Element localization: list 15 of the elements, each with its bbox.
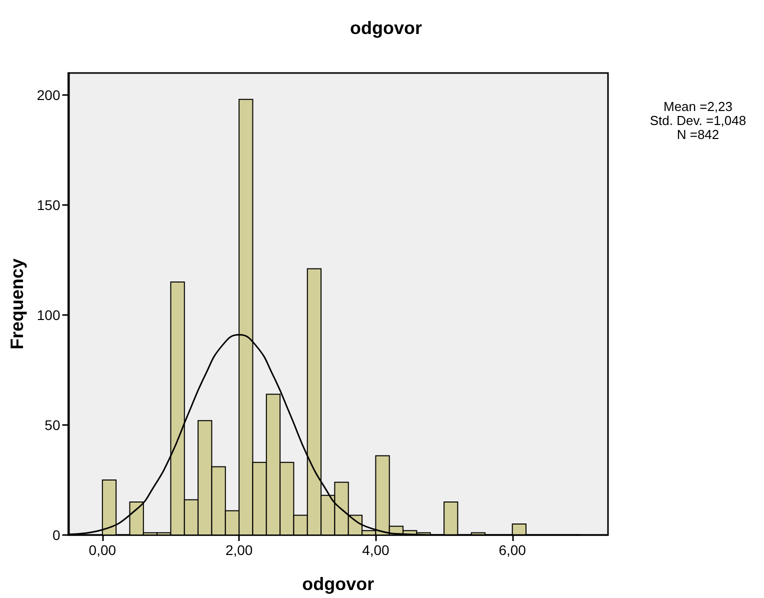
x-tick-label: 4,00 xyxy=(362,542,390,558)
y-tick-label: 50 xyxy=(44,417,60,433)
text: Std. Dev. =1,048 xyxy=(650,113,746,128)
x-tick-label: 6,00 xyxy=(498,542,526,558)
text: Mean =2,23 xyxy=(663,99,733,114)
y-tick-label: 150 xyxy=(36,197,60,213)
text: N =842 xyxy=(676,127,720,142)
x-tick-label: 2,00 xyxy=(225,542,253,558)
chart-title: odgovor xyxy=(350,18,422,38)
y-tick-label: 100 xyxy=(36,307,60,323)
x-axis-title: odgovor xyxy=(302,574,374,594)
y-tick-label: 0 xyxy=(52,527,60,543)
y-tick-label: 200 xyxy=(36,87,60,103)
y-axis-title: Frequency xyxy=(7,258,27,350)
x-tick-label: 0,00 xyxy=(88,542,116,558)
